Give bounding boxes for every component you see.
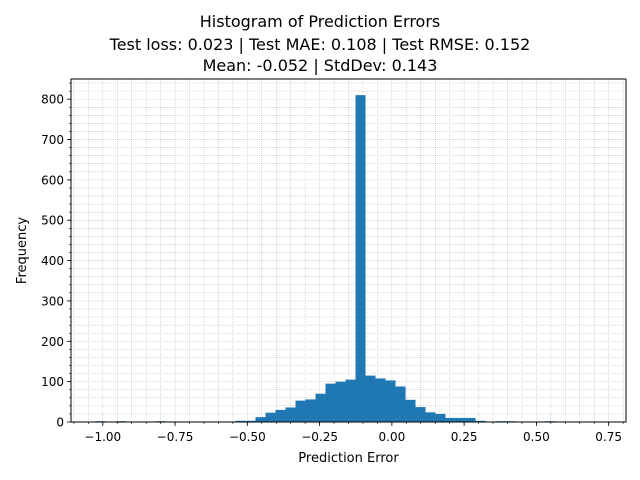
histogram-bar — [455, 417, 466, 422]
y-tick-label: 500 — [41, 214, 64, 228]
histogram-bar — [315, 393, 326, 422]
histogram-bar — [395, 386, 406, 422]
y-tick-label: 300 — [41, 294, 64, 308]
x-tick-label: 0.00 — [379, 430, 406, 444]
histogram-bar — [325, 383, 336, 422]
x-axis-label: Prediction Error — [298, 451, 399, 466]
y-tick-label: 600 — [41, 173, 64, 187]
chart-title-line-2: Test loss: 0.023 | Test MAE: 0.108 | Tes… — [109, 35, 531, 54]
histogram-bar — [425, 412, 436, 422]
histogram-bar — [355, 95, 366, 422]
histogram-bar — [265, 412, 276, 422]
x-tick-label: −0.25 — [301, 430, 338, 444]
y-axis-label: Frequency — [15, 217, 30, 284]
histogram-bar — [245, 420, 256, 422]
histogram-bar — [405, 399, 416, 422]
histogram-bar — [345, 379, 356, 422]
y-tick-label: 400 — [41, 254, 64, 268]
axes-frame — [70, 78, 627, 423]
grid — [71, 79, 626, 422]
histogram-bar — [275, 409, 286, 422]
histogram-bar — [415, 407, 426, 422]
histogram-bar — [475, 420, 486, 422]
histogram-bar — [335, 381, 346, 422]
y-tick-label: 200 — [41, 335, 64, 349]
histogram-bar — [365, 375, 376, 422]
histogram-bar — [235, 420, 246, 422]
x-tick-label: 0.75 — [595, 430, 622, 444]
chart-title-line-3: Mean: -0.052 | StdDev: 0.143 — [202, 56, 438, 75]
histogram-bar — [285, 407, 296, 422]
x-tick-label: −0.50 — [229, 430, 266, 444]
x-tick-label: 0.25 — [451, 430, 478, 444]
y-tick-label: 100 — [41, 375, 64, 389]
y-tick-label: 0 — [56, 416, 64, 430]
histogram-bar — [255, 417, 266, 422]
chart-title-line-1: Histogram of Prediction Errors — [199, 12, 441, 31]
histogram-bar — [385, 380, 396, 422]
axis-ticks: −1.00 −0.75 −0.50 −0.25 0.00 0.25 0.50 0.75 0 100… — [41, 82, 624, 444]
y-tick-label: 700 — [41, 133, 64, 147]
histogram-bar — [305, 399, 316, 422]
histogram-bars — [95, 95, 586, 422]
x-tick-label: −0.75 — [157, 430, 194, 444]
y-tick-label: 800 — [41, 93, 64, 107]
histogram-bar — [445, 417, 456, 422]
x-tick-label: 0.50 — [523, 430, 550, 444]
histogram-bar — [295, 400, 306, 422]
histogram-bar — [465, 417, 476, 422]
histogram-bar — [435, 413, 446, 422]
histogram-bar — [375, 378, 386, 422]
x-tick-label: −1.00 — [84, 430, 121, 444]
